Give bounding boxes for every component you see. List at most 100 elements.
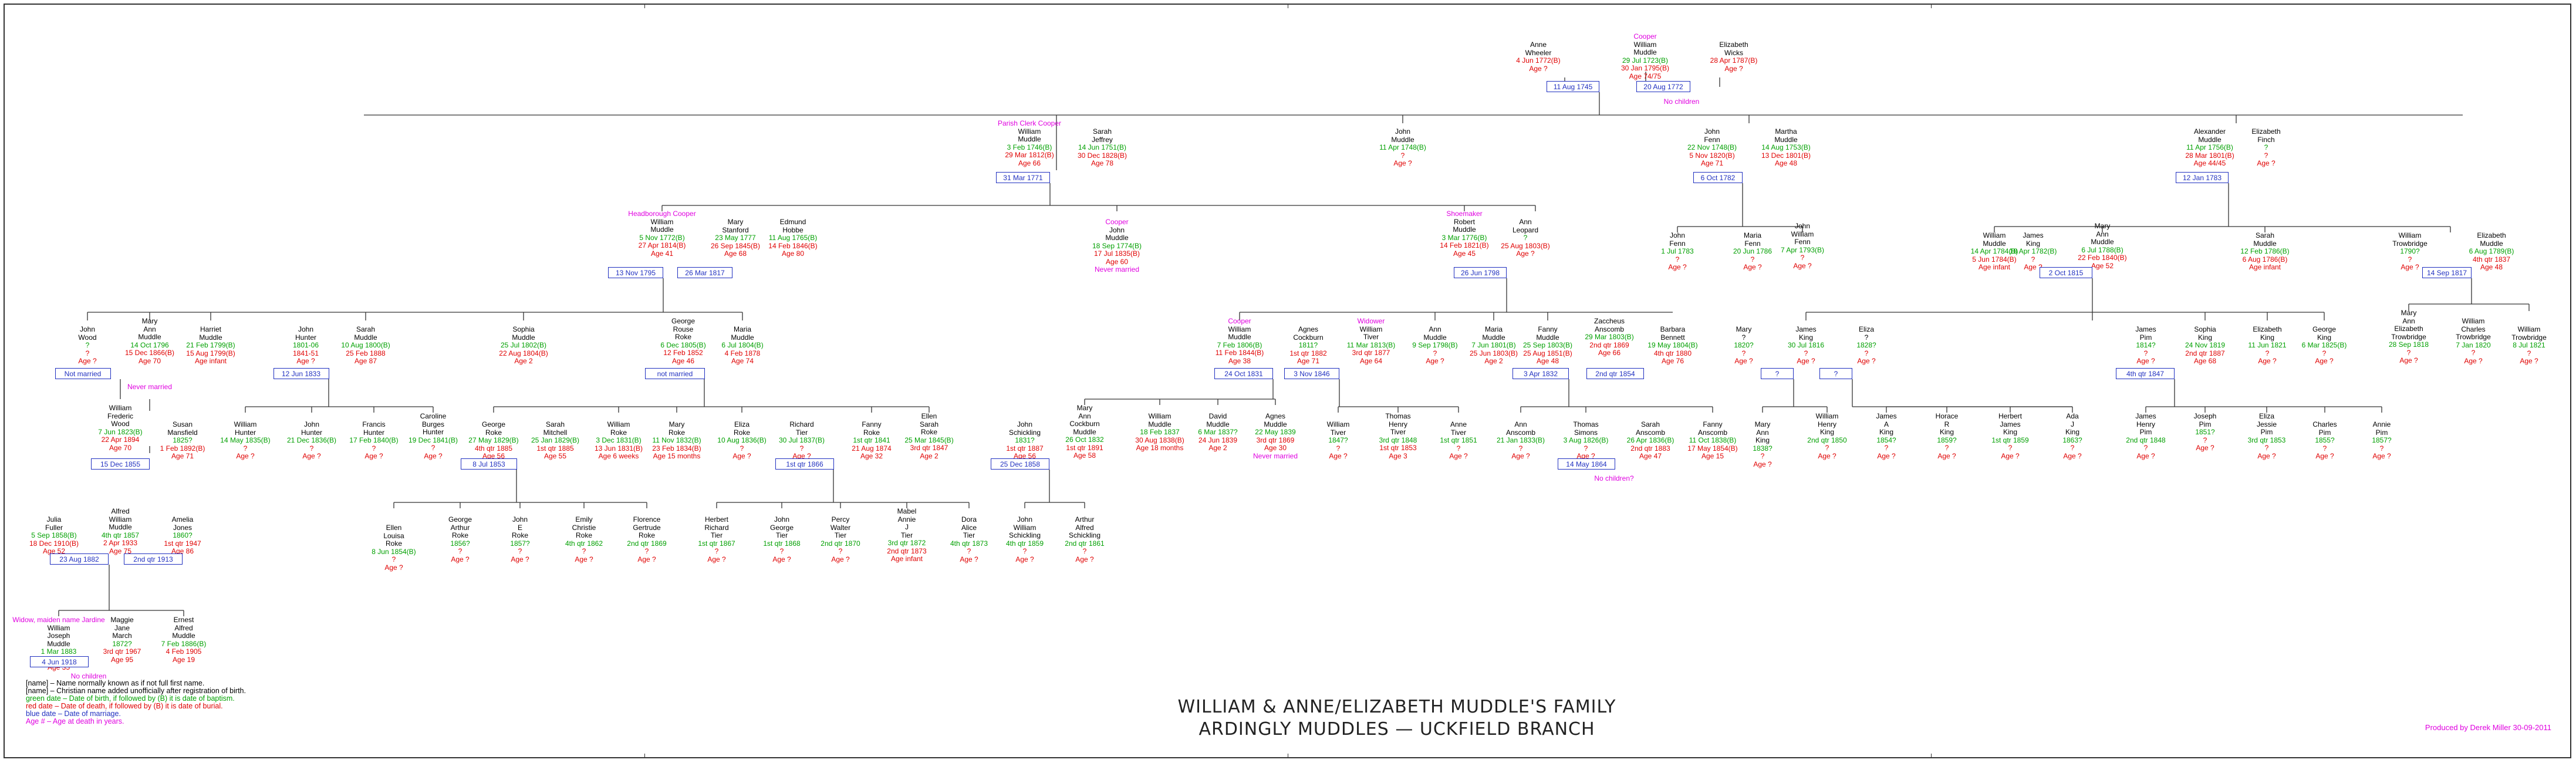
birth-date: 1st qtr 1841 — [853, 436, 890, 444]
person-card: Thomas Simons 3 Aug 1826(B)? Age ? — [1536, 420, 1636, 461]
death-date: ? — [372, 444, 376, 453]
age-at-death: Age ? — [2372, 452, 2391, 460]
marriage-date-box: 2 Oct 1815 — [2040, 267, 2092, 278]
person-name: King — [2025, 239, 2041, 248]
legend-entry: green date – Date of birth, if followed … — [26, 694, 235, 703]
birth-date: 14 Jun 1751(B) — [1078, 143, 1127, 151]
person-card: Ann Muddle 9 Sep 1798(B)? Age ? — [1385, 325, 1485, 366]
birth-date: 3rd qtr 1872 — [887, 539, 926, 547]
birth-date: 14 May 1835(B) — [220, 436, 271, 444]
age-at-death: Age 75 — [109, 546, 132, 555]
death-date: 22 Aug 1804(B) — [499, 349, 548, 357]
person-name: Mary — [1076, 404, 1093, 412]
person-name: Muddle — [199, 333, 222, 342]
person-name: Roke — [610, 428, 627, 437]
person-card: James Henry Pim 2nd qtr 1848? Age ? — [2096, 412, 2196, 460]
person-name: E — [517, 523, 522, 532]
person-name: William — [1228, 325, 1251, 333]
person-card: John Fenn 1 Jul 1783? Age ? — [1628, 231, 1727, 272]
person-name: Simons — [1574, 428, 1598, 437]
person-name: Herbert — [704, 515, 728, 524]
person-name: Schickling — [1008, 428, 1041, 437]
person-name: William — [1983, 231, 2006, 239]
person-name: Charles — [2461, 325, 2486, 333]
person-name: Schickling — [1068, 531, 1101, 539]
person-card: Mary Ann Muddle 14 Oct 1796 15 Dec 1866(B) Ag… — [100, 317, 200, 365]
death-date: 1841-51 — [292, 349, 319, 357]
birth-date: 26 Apr 1836(B) — [1626, 436, 1674, 444]
person-name: Sarah — [1640, 420, 1660, 428]
age-at-death: Age 56 — [1013, 452, 1037, 460]
birth-date: 1st qtr 1868 — [763, 539, 801, 548]
birth-date: 4th qtr 1873 — [950, 539, 988, 548]
person-card: Joseph Pim 1851?? Age ? — [2155, 412, 2255, 453]
death-date: 2nd qtr 1869 — [1589, 340, 1629, 349]
death-date: ? — [1804, 349, 1808, 357]
marriage-note: No children — [70, 672, 107, 680]
person-name: William — [234, 420, 257, 428]
person-name: Amelia — [171, 515, 194, 524]
age-at-death: Age ? — [1426, 357, 1444, 365]
death-date: ? — [967, 547, 971, 555]
chart-border — [4, 4, 2571, 758]
death-date: 29 Mar 1812(B) — [1005, 151, 1054, 159]
death-date: ? — [309, 444, 314, 453]
person-card: Maria Muddle 6 Jul 1804(B) 4 Feb 1878 Age 74 — [693, 325, 792, 366]
person-name: William — [1633, 40, 1657, 49]
birth-date: 1 Mar 1883 — [40, 647, 77, 656]
person-name: King — [2065, 428, 2080, 436]
person-name: Harriet — [200, 325, 221, 333]
person-name: Alfred — [1075, 523, 1094, 532]
death-date: ? — [1584, 444, 1588, 453]
person-name: J — [905, 523, 909, 531]
person-name: Tier — [775, 531, 788, 539]
person-name: Leopard — [1512, 225, 1539, 234]
person-name: ? — [1864, 333, 1869, 342]
person-name: Robert — [1453, 217, 1476, 226]
age-at-death: Age 74 — [731, 357, 754, 365]
person-name: Percy — [831, 515, 850, 524]
age-at-death: Age 30 — [1264, 444, 1287, 452]
age-at-death: Age 66 — [1598, 349, 1621, 357]
person-name: Wood — [111, 420, 130, 428]
person-name: William — [2517, 325, 2541, 333]
person-card: William Charles Trowbridge 7 Jan 1820? Age ? — [2423, 317, 2523, 365]
marriage-note: No children? — [1594, 474, 1634, 482]
age-at-death: Age ? — [575, 555, 593, 563]
death-date: 21 Aug 1874 — [852, 444, 892, 453]
person-card: Maria Muddle 7 Jun 1801(B) 25 Jun 1803(B) Ag… — [1444, 325, 1544, 366]
birth-date: 14 Oct 1796 — [130, 340, 169, 349]
birth-date: 11 Nov 1832(B) — [652, 436, 701, 444]
person-card: Sophia King 24 Nov 1819 2nd qtr 1887 Age 68 — [2155, 325, 2255, 366]
death-date: ? — [1336, 444, 1341, 453]
person-name: John — [512, 515, 528, 524]
person-name: Henry — [1817, 420, 1836, 428]
person-card: Parish Clerk Cooper William Muddle 3 Feb 17… — [980, 119, 1079, 167]
birth-date: 22 May 1839 — [1255, 428, 1296, 436]
age-at-death: Age 86 — [171, 547, 194, 555]
marriage-date-box: ? — [1761, 368, 1794, 379]
person-name: William — [47, 623, 70, 632]
person-name: George — [769, 523, 794, 532]
legend-entry: blue date – Date of marriage. — [26, 710, 121, 718]
marriage-date-box: 4th qtr 1847 — [2116, 368, 2175, 379]
person-name: Muddle — [1774, 135, 1798, 144]
person-name: James — [1876, 412, 1897, 420]
death-date: 1 Feb 1892(B) — [160, 444, 205, 453]
death-date: 4 Feb 1878 — [724, 349, 761, 357]
death-date: 25 Jun 1803(B) — [1469, 349, 1518, 357]
person-name: King — [1798, 333, 1814, 342]
person-name: Roke — [674, 333, 691, 341]
birth-date: 6 Aug 1789(B) — [2469, 247, 2514, 255]
age-at-death: Age ? — [707, 555, 726, 563]
age-at-death: Age 2 — [1484, 357, 1503, 365]
person-name: Pim — [2199, 420, 2212, 428]
person-name: Roke — [863, 428, 880, 437]
person-occupation: Cooper — [1228, 317, 1251, 325]
marriage-date-box: 12 Jun 1833 — [273, 368, 329, 379]
chart-title: WILLIAM & ANNE/ELIZABETH MUDDLE'S FAMILY… — [1121, 696, 1673, 741]
person-name: Susan — [172, 420, 193, 428]
marriage-note: No children — [1663, 97, 1700, 106]
birth-date: 18 Feb 1837 — [1140, 428, 1180, 436]
person-name: William — [1326, 420, 1350, 428]
